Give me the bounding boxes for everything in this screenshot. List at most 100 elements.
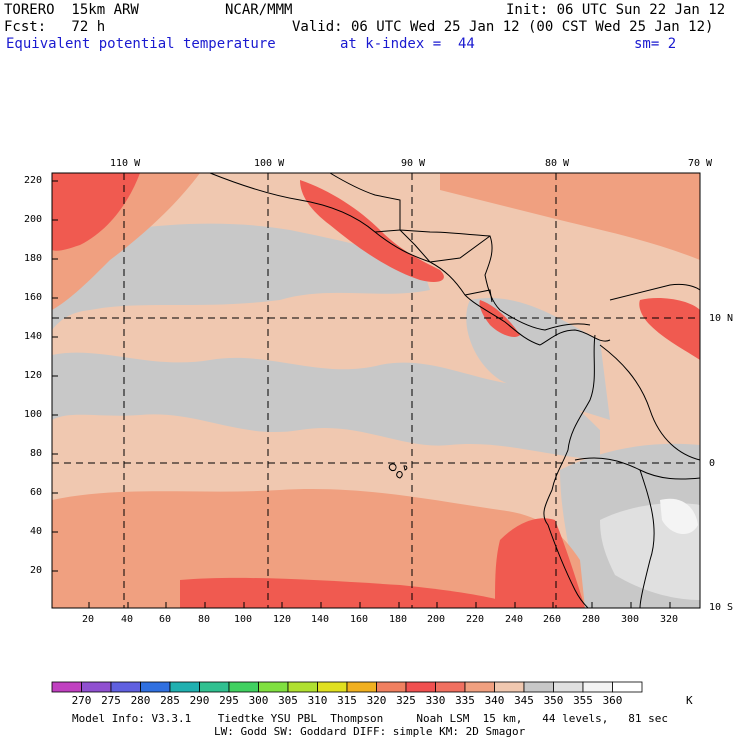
field-white-patch (660, 498, 698, 535)
axis-ticks (52, 180, 671, 608)
colorbar-swatch (582, 681, 613, 693)
y-tick: 140 (24, 331, 43, 342)
colorbar-level-label: 290 (189, 694, 210, 707)
field-grey-band-mid (52, 352, 600, 460)
colorbar-swatch (523, 681, 554, 693)
x-tick: 40 (121, 614, 134, 625)
x-tick: 100 (234, 614, 253, 625)
forecast-hour: Fcst: 72 h (4, 19, 106, 35)
y-tick: 100 (24, 409, 43, 420)
y-tick: 180 (24, 253, 43, 264)
x-tick: 60 (159, 614, 172, 625)
colorbar-level-label: 350 (543, 694, 564, 707)
x-tick: 280 (582, 614, 601, 625)
coast-colombia-ecuador (543, 334, 596, 609)
y-tick: 220 (24, 175, 43, 186)
lon-label-80w: 80 W (545, 158, 570, 169)
lon-label-70w: 70 W (688, 158, 713, 169)
colorbar-level-label: 305 (278, 694, 298, 707)
field-grey-band-north (52, 223, 430, 330)
field-red-south-strip (180, 577, 500, 608)
colorbar-level-label: 270 (71, 694, 92, 707)
colorbar-swatch (110, 681, 141, 693)
colorbar-swatch (553, 681, 584, 693)
coast-caribbean (329, 172, 591, 331)
model-info-line1: Model Info: V3.3.1 Tiedtke YSU PBL Thomp… (72, 712, 669, 725)
y-tick: 160 (24, 292, 43, 303)
y-tick: 20 (30, 565, 43, 576)
y-tick: 40 (30, 526, 43, 537)
colorbar-swatch (169, 681, 200, 693)
x-tick: 80 (198, 614, 211, 625)
colorbar-swatch (376, 681, 407, 693)
colorbar-swatch (81, 681, 112, 693)
x-tick: 200 (427, 614, 446, 625)
lon-label-110w: 110 W (110, 158, 141, 169)
colorbar-level-label: 325 (396, 694, 416, 707)
colorbar-swatch (494, 681, 525, 693)
x-tick: 120 (273, 614, 292, 625)
coast-mexico-central-america (209, 172, 611, 346)
field-red-colombia (639, 298, 700, 360)
colorbar-swatch (140, 681, 171, 693)
colorbar-level-label: 345 (514, 694, 534, 707)
colorbar-swatch (258, 681, 289, 693)
colorbar-level-label: 315 (337, 694, 357, 707)
field-red-central-america (300, 180, 444, 282)
border-colombia (599, 344, 701, 461)
temperature-field (52, 173, 700, 608)
colorbar-swatch (287, 681, 318, 693)
x-tick: 180 (389, 614, 408, 625)
colorbar-unit: K (686, 694, 693, 707)
field-name: Equivalent potential temperature (6, 36, 276, 52)
y-tick: 120 (24, 370, 43, 381)
lat-label-0: 0 (709, 458, 716, 469)
colorbar-swatch (199, 681, 230, 693)
colorbar-swatch (228, 681, 259, 693)
colorbar-level-label: 300 (248, 694, 269, 707)
colorbar-level-label: 320 (366, 694, 387, 707)
border-peru-ecuador (574, 457, 701, 480)
init-time: Init: 06 UTC Sun 22 Jan 12 (506, 2, 726, 18)
border-brazil (639, 469, 655, 609)
graticule (52, 173, 700, 608)
colorbar-level-label: 335 (455, 694, 475, 707)
lon-label-90w: 90 W (401, 158, 426, 169)
colorbar-swatch (405, 681, 436, 693)
model-title: TORERO 15km ARW (4, 2, 139, 18)
y-tick: 60 (30, 487, 43, 498)
lat-label-10s: 10 S (709, 602, 734, 613)
colorbar-level-label: 360 (602, 694, 623, 707)
border-nicaragua (464, 289, 493, 303)
border-honduras (429, 235, 491, 263)
lon-label-100w: 100 W (254, 158, 285, 169)
y-tick: 80 (30, 448, 43, 459)
x-tick: 220 (466, 614, 485, 625)
field-red-northwest (52, 173, 140, 251)
field-salmon-south (52, 489, 585, 608)
lat-label-10n: 10 N (709, 313, 734, 324)
colorbar-level-label: 285 (160, 694, 180, 707)
coastlines (209, 172, 701, 609)
colorbar-level-label: 330 (425, 694, 446, 707)
colorbar-swatch (464, 681, 495, 693)
colorbar-swatch (612, 681, 643, 693)
colorbar-level-label: 355 (573, 694, 593, 707)
colorbar-level-label: 310 (307, 694, 328, 707)
border-guatemala (374, 229, 431, 263)
model-info-line2: LW: Godd SW: Goddard DIFF: simple KM: 2D… (214, 725, 526, 738)
colorbar-level-label: 295 (219, 694, 239, 707)
x-tick: 320 (660, 614, 679, 625)
colorbar-level-label: 280 (130, 694, 151, 707)
x-tick: 160 (350, 614, 369, 625)
x-tick: 140 (311, 614, 330, 625)
coast-north-south-america (609, 283, 701, 301)
valid-time: Valid: 06 UTC Wed 25 Jan 12 (00 CST Wed … (292, 19, 714, 35)
colorbar-swatch (51, 681, 82, 693)
galapagos-islands (388, 463, 408, 479)
colorbar-level-label: 275 (101, 694, 121, 707)
map-frame (51, 172, 701, 609)
field-red-peru-coast (495, 518, 585, 608)
